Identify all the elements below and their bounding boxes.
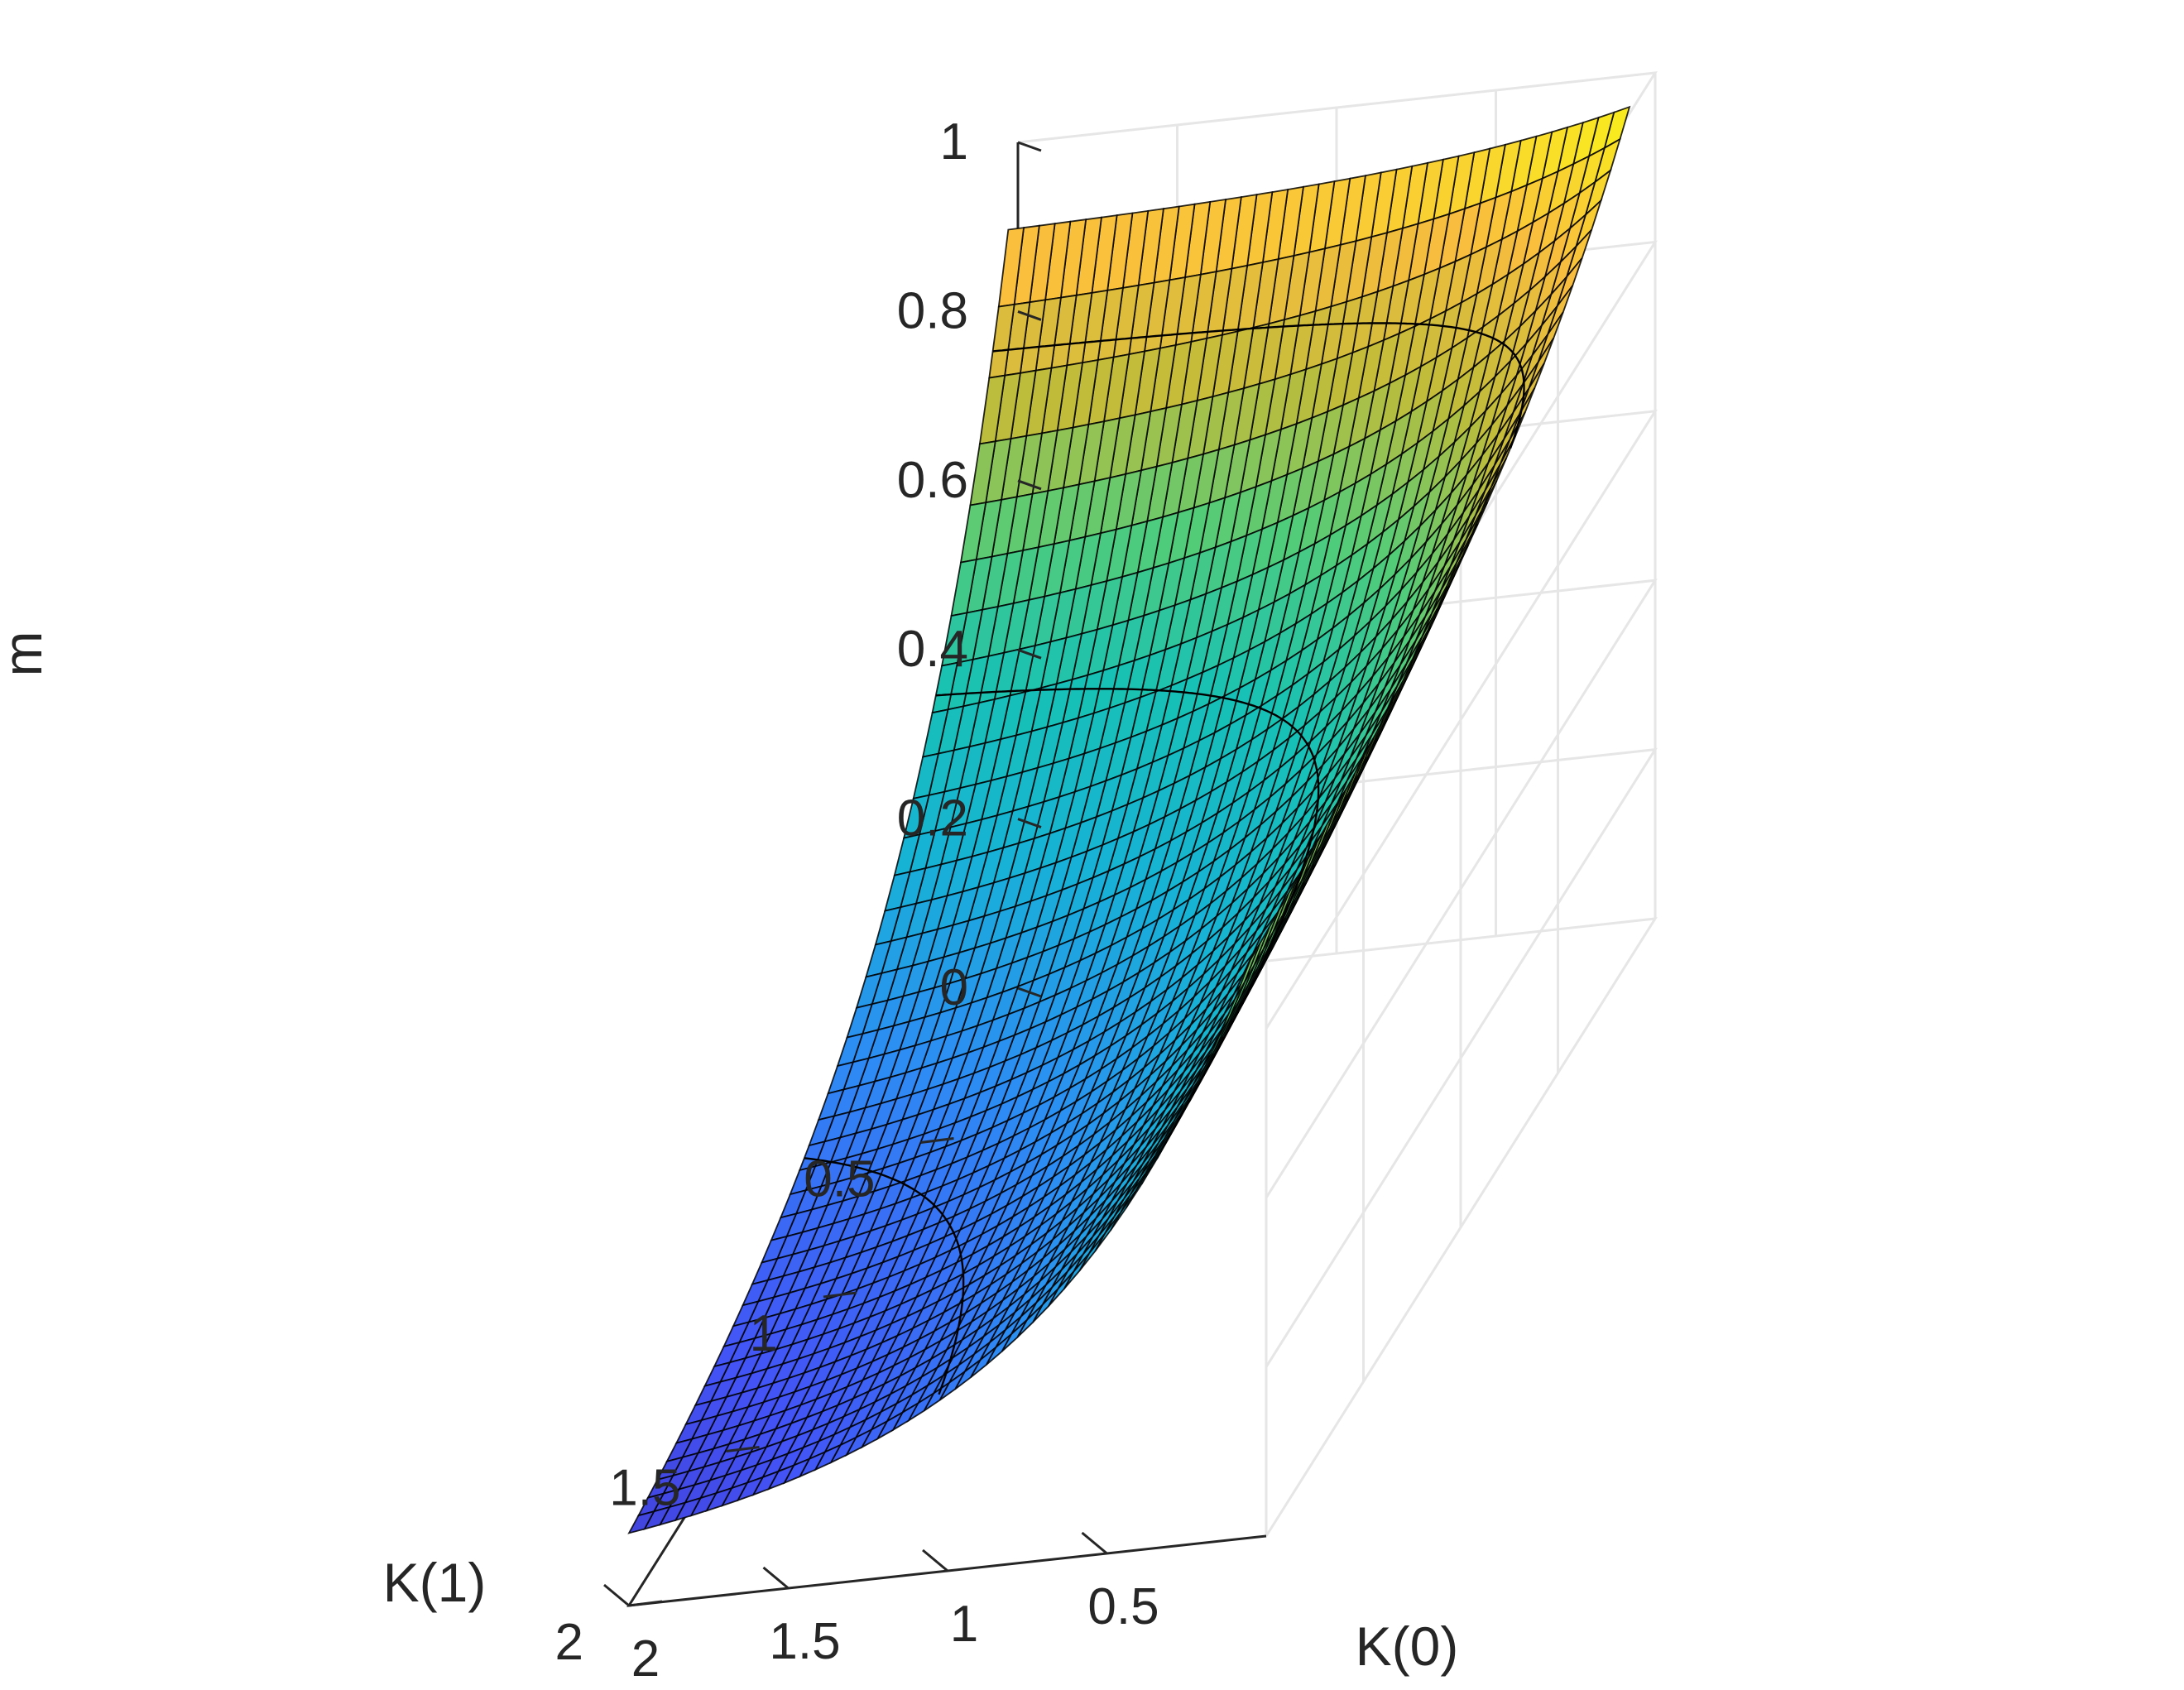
z-tick (1017, 987, 1042, 998)
y-tick-label: 1.5 (609, 1460, 680, 1517)
z-tick-label: 1 (940, 113, 968, 170)
x-tick (603, 1583, 630, 1607)
y-axis-label: K(1) (383, 1552, 487, 1613)
z-tick (1017, 479, 1042, 491)
z-axis-label: m (0, 631, 53, 677)
x-tick (922, 1548, 948, 1572)
x-axis-label: K(0) (1356, 1616, 1459, 1677)
x-tick (762, 1566, 790, 1590)
contour-line (935, 688, 1320, 1103)
z-tick-label: 0.6 (897, 452, 968, 509)
z-tick (1017, 818, 1042, 829)
z-tick-label: 0.8 (897, 282, 968, 339)
z-tick-label: 0.2 (897, 790, 968, 847)
z-tick-label: 0 (940, 959, 968, 1016)
y-tick (628, 1600, 663, 1607)
y-tick (920, 1137, 954, 1144)
z-tick-label: 0.4 (897, 621, 968, 678)
y-tick (823, 1291, 857, 1299)
contour-line (804, 1157, 965, 1395)
x-tick-label: 1 (950, 1596, 978, 1653)
x-tick-label: 0.5 (1087, 1578, 1159, 1635)
y-tick-label: 1 (750, 1305, 778, 1362)
axis-ticks: 0 0.2 0.4 0.6 0.8 1 0.5 1 1.5 2 0.5 1 1.5 2 (555, 113, 1159, 1688)
z-tick (1017, 648, 1042, 660)
x-tick-label: 1.5 (769, 1613, 840, 1670)
surface-face (627, 1510, 655, 1534)
y-tick (726, 1446, 760, 1452)
x-tick (1081, 1531, 1108, 1555)
y-tick-label: 2 (555, 1614, 583, 1671)
surface-mesh (627, 105, 1631, 1534)
y-tick-label: 0.5 (804, 1151, 875, 1208)
contour-lines (804, 322, 1525, 1395)
contour-line (992, 322, 1525, 449)
z-tick (1017, 141, 1042, 152)
x-tick-label: 2 (631, 1630, 660, 1688)
z-tick (1017, 310, 1042, 321)
